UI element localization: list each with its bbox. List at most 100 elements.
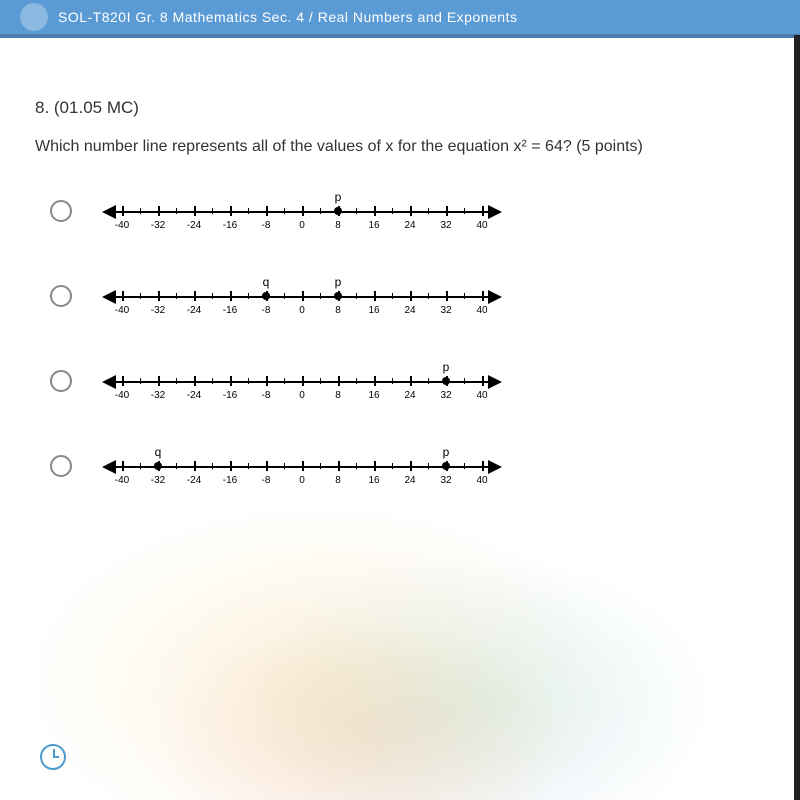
tick-label: 8	[335, 390, 341, 401]
tick-label: 16	[368, 475, 379, 486]
radio-button[interactable]	[50, 200, 72, 222]
screen: SOL-T820I Gr. 8 Mathematics Sec. 4 / Rea…	[0, 0, 800, 800]
number-line: -40-32-24-16-80816243240p	[102, 356, 502, 406]
plotted-point	[442, 377, 450, 385]
minor-tick	[212, 463, 213, 469]
minor-tick	[320, 378, 321, 384]
plotted-point	[334, 207, 342, 215]
minor-tick	[356, 208, 357, 214]
tick-label: 16	[368, 220, 379, 231]
tick	[410, 291, 412, 301]
tick	[482, 291, 484, 301]
arrow-left-icon	[102, 205, 116, 219]
arrow-right-icon	[488, 290, 502, 304]
tick-label: -24	[187, 305, 201, 316]
arrow-right-icon	[488, 460, 502, 474]
minor-tick	[248, 293, 249, 299]
point-label: p	[443, 360, 450, 374]
minor-tick	[176, 463, 177, 469]
tick	[482, 206, 484, 216]
tick-label: -8	[262, 220, 271, 231]
question-text: Which number line represents all of the …	[35, 138, 765, 156]
tick	[122, 376, 124, 386]
minor-tick	[356, 378, 357, 384]
tick	[194, 461, 196, 471]
tick	[482, 376, 484, 386]
minor-tick	[212, 378, 213, 384]
minor-tick	[248, 378, 249, 384]
banner-dot-icon	[20, 3, 48, 31]
tick	[230, 291, 232, 301]
tick-label: 8	[335, 220, 341, 231]
tick	[302, 376, 304, 386]
tick	[266, 461, 268, 471]
answer-option[interactable]: -40-32-24-16-80816243240qp	[50, 271, 765, 321]
tick-label: -40	[115, 475, 129, 486]
answer-option[interactable]: -40-32-24-16-80816243240qp	[50, 441, 765, 491]
tick	[302, 291, 304, 301]
radio-button[interactable]	[50, 285, 72, 307]
tick-label: 40	[476, 305, 487, 316]
tick-label: 32	[440, 475, 451, 486]
question-number: 8. (01.05 MC)	[35, 98, 765, 118]
tick-label: -8	[262, 305, 271, 316]
tick	[158, 376, 160, 386]
minor-tick	[428, 463, 429, 469]
tick	[230, 461, 232, 471]
tick-label: -32	[151, 305, 165, 316]
tick-label: -40	[115, 220, 129, 231]
minor-tick	[392, 293, 393, 299]
tick-label: -32	[151, 475, 165, 486]
point-label: p	[335, 275, 342, 289]
tick	[230, 206, 232, 216]
minor-tick	[140, 208, 141, 214]
tick-label: 32	[440, 390, 451, 401]
minor-tick	[356, 293, 357, 299]
number-line: -40-32-24-16-80816243240qp	[102, 441, 502, 491]
arrow-left-icon	[102, 460, 116, 474]
minor-tick	[320, 293, 321, 299]
tick-label: -32	[151, 220, 165, 231]
minor-tick	[464, 378, 465, 384]
tick-label: 24	[404, 475, 415, 486]
minor-tick	[356, 463, 357, 469]
minor-tick	[320, 463, 321, 469]
tick	[374, 376, 376, 386]
tick	[158, 291, 160, 301]
minor-tick	[428, 378, 429, 384]
tick	[122, 291, 124, 301]
point-label: q	[263, 275, 270, 289]
answer-options: -40-32-24-16-80816243240p-40-32-24-16-80…	[50, 186, 765, 491]
tick	[194, 376, 196, 386]
tick	[194, 206, 196, 216]
clock-icon[interactable]	[40, 744, 66, 770]
tick-label: -16	[223, 220, 237, 231]
tick-label: -40	[115, 390, 129, 401]
radio-button[interactable]	[50, 455, 72, 477]
minor-tick	[284, 208, 285, 214]
minor-tick	[464, 463, 465, 469]
tick-label: 24	[404, 220, 415, 231]
minor-tick	[284, 463, 285, 469]
tick	[266, 206, 268, 216]
point-label: q	[155, 445, 162, 459]
tick-label: 16	[368, 390, 379, 401]
tick	[374, 206, 376, 216]
arrow-left-icon	[102, 290, 116, 304]
tick	[410, 376, 412, 386]
tick-label: 32	[440, 220, 451, 231]
tick-label: -8	[262, 475, 271, 486]
minor-tick	[392, 463, 393, 469]
tick	[122, 461, 124, 471]
tick-label: 40	[476, 390, 487, 401]
tick	[374, 291, 376, 301]
tick	[338, 376, 340, 386]
answer-option[interactable]: -40-32-24-16-80816243240p	[50, 186, 765, 236]
radio-button[interactable]	[50, 370, 72, 392]
tick-label: -16	[223, 390, 237, 401]
answer-option[interactable]: -40-32-24-16-80816243240p	[50, 356, 765, 406]
tick-label: 0	[299, 390, 305, 401]
tick-label: 0	[299, 305, 305, 316]
tick-label: 40	[476, 220, 487, 231]
tick	[446, 206, 448, 216]
